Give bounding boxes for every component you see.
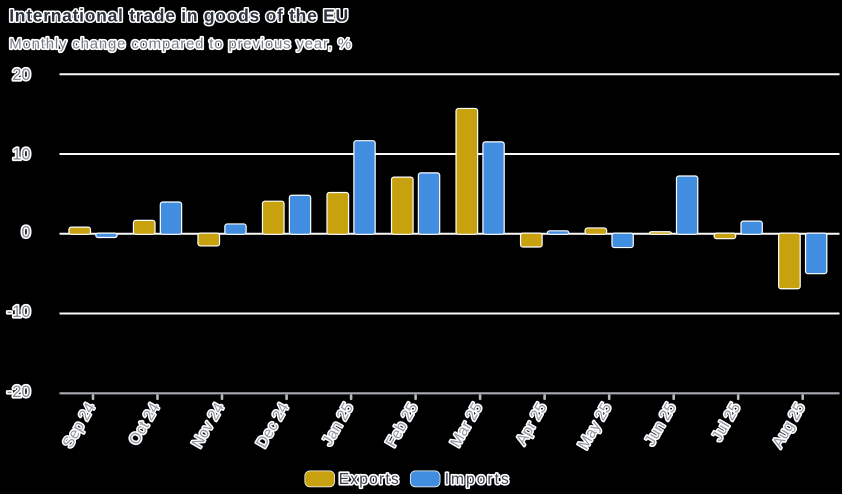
svg-text:-20: -20 xyxy=(7,383,31,401)
svg-text:Monthly change compared to pre: Monthly change compared to previous year… xyxy=(9,35,351,52)
svg-text:0: 0 xyxy=(21,223,30,241)
svg-text:10: 10 xyxy=(12,146,30,164)
svg-text:International trade in goods o: International trade in goods of the EU xyxy=(9,5,348,25)
svg-text:Exports: Exports xyxy=(339,471,399,488)
svg-text:-10: -10 xyxy=(7,303,31,321)
svg-text:20: 20 xyxy=(12,66,30,84)
